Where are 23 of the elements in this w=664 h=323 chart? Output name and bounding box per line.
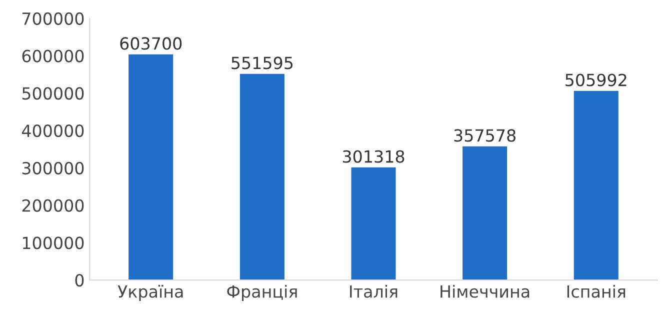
y-tick-label: 500000 (22, 87, 84, 100)
y-tick-label: 0 (75, 274, 84, 287)
x-tick-label: Італія (350, 284, 398, 298)
data-label: 357578 (454, 129, 516, 142)
bar (351, 167, 396, 280)
x-tick-label: Іспанія (567, 284, 626, 298)
y-tick-label: 300000 (22, 162, 84, 174)
y-tick-label: 700000 (22, 12, 84, 25)
x-tick-label: Україна (118, 284, 183, 302)
bar (240, 74, 284, 280)
data-label: 551595 (232, 56, 293, 70)
y-tick-label: 600000 (22, 50, 84, 62)
y-tick-label: 200000 (22, 199, 84, 212)
x-tick-label: Німеччина (440, 284, 530, 298)
data-label: 505992 (566, 74, 626, 86)
y-tick-label: 400000 (22, 124, 84, 138)
data-label: 603700 (120, 37, 182, 50)
y-tick-label: 100000 (22, 236, 84, 250)
x-tick-label: Франція (227, 284, 297, 302)
data-label: 301318 (342, 150, 404, 163)
bar (574, 90, 618, 280)
bar (128, 54, 174, 280)
bar (462, 146, 508, 280)
